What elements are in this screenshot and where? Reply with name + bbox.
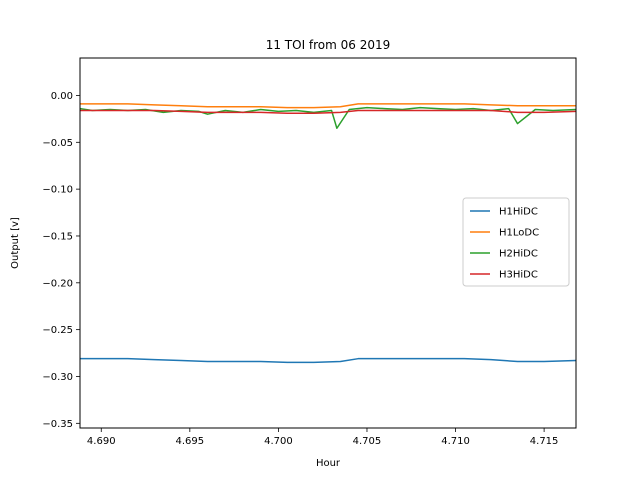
legend: H1HiDC H1LoDC H2HiDC H3HiDC <box>462 197 570 287</box>
x-tick-label: 4.705 <box>353 436 382 447</box>
series-line-h1lodc <box>80 103 576 109</box>
legend-label-h2hidc: H2HiDC <box>499 249 538 260</box>
x-tick-label: 4.715 <box>530 436 559 447</box>
x-tick-label: 4.710 <box>441 436 470 447</box>
legend-box <box>462 197 570 287</box>
chart-title: 11 TOI from 06 2019 <box>266 38 391 52</box>
x-axis: 4.690 4.695 4.700 4.705 4.710 4.715 <box>87 428 558 447</box>
plot-area <box>80 103 576 364</box>
legend-label-h3hidc: H3HiDC <box>499 270 538 281</box>
x-tick-label: 4.700 <box>264 436 293 447</box>
legend-label-h1hidc: H1HiDC <box>499 207 538 218</box>
y-tick-label: −0.15 <box>42 231 73 242</box>
y-tick-label: −0.25 <box>42 325 73 336</box>
series-line-h1hidc <box>80 357 576 364</box>
x-tick-label: 4.690 <box>87 436 116 447</box>
legend-label-h1lodc: H1LoDC <box>499 228 539 239</box>
series-layer <box>80 103 576 364</box>
y-axis-label: Output [v] <box>10 217 21 269</box>
series-line-h3hidc <box>80 109 576 115</box>
y-tick-label: 0.00 <box>51 91 73 102</box>
y-tick-label: −0.20 <box>42 278 73 289</box>
y-tick-label: −0.05 <box>42 138 73 149</box>
y-tick-label: −0.35 <box>42 419 73 430</box>
x-tick-label: 4.695 <box>176 436 205 447</box>
x-axis-label: Hour <box>316 458 341 469</box>
y-axis: 0.00 −0.05 −0.10 −0.15 −0.20 −0.25 −0.30 −0.35 <box>42 91 80 430</box>
y-tick-label: −0.10 <box>42 185 73 196</box>
plot-frame <box>79 57 577 429</box>
y-tick-label: −0.30 <box>42 372 73 383</box>
